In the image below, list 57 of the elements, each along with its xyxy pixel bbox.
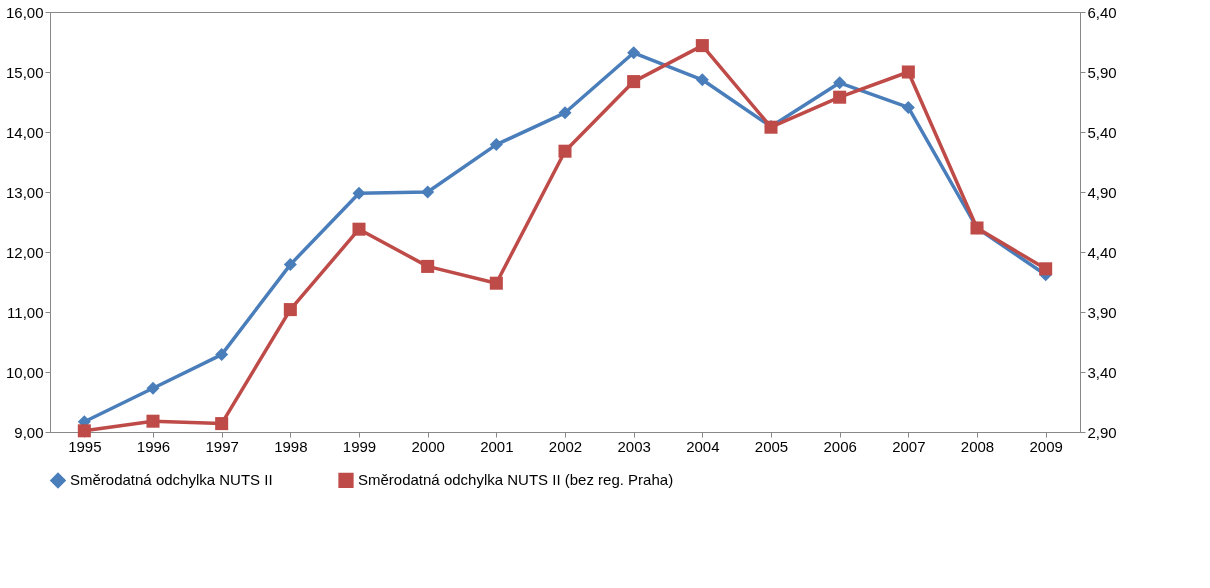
legend-label: Směrodatná odchylka NUTS II [70, 471, 273, 489]
legend-label: Směrodatná odchylka NUTS II (bez reg. Praha) [358, 471, 674, 489]
y2-tick-label: 3,90 [1087, 303, 1117, 321]
x-tick-label: 2003 [617, 437, 651, 455]
x-tick-label: 2005 [754, 437, 789, 455]
point [833, 90, 847, 104]
y2-tick-label: 6,40 [1087, 3, 1117, 21]
y-tick-label: 11,00 [7, 303, 44, 321]
point [627, 46, 641, 60]
y-tick-label: 14,00 [5, 123, 44, 141]
y2-tick-label: 3,40 [1087, 363, 1117, 381]
y-tick-label: 10,00 [5, 363, 44, 381]
y-tick-label: 16,00 [5, 3, 44, 21]
point [421, 259, 435, 273]
y-tick-label: 15,00 [5, 63, 44, 81]
y2-tick-label: 2,90 [1087, 423, 1117, 441]
x-tick-label: 1999 [342, 437, 377, 455]
x-tick-label: 1997 [205, 437, 239, 455]
x-tick-label: 2002 [548, 437, 583, 455]
point [421, 185, 435, 199]
point [215, 348, 229, 362]
x-tick-label: 1996 [136, 437, 171, 455]
y-tick-label: 12,00 [5, 243, 44, 261]
point [695, 73, 709, 87]
y-tick-label: 13,00 [5, 183, 44, 201]
x-tick-label: 2001 [480, 437, 514, 455]
point [695, 39, 709, 53]
point [352, 186, 366, 200]
y2-tick-label: 4,90 [1087, 183, 1117, 201]
y2-tick-label: 5,40 [1087, 123, 1117, 141]
y2-tick-label: 4,40 [1087, 243, 1117, 261]
point [283, 258, 297, 272]
x-tick-label: 2006 [823, 437, 857, 455]
point [146, 381, 160, 395]
point [833, 76, 847, 90]
x-tick-label: 2000 [411, 437, 445, 455]
x-tick-label: 2007 [892, 437, 926, 455]
point [77, 424, 91, 438]
point [901, 65, 915, 79]
point [146, 414, 160, 428]
x-tick-label: 2008 [960, 437, 995, 455]
point [901, 100, 915, 114]
x-tick-label: 2009 [1029, 437, 1063, 455]
point [627, 75, 641, 89]
point [215, 417, 229, 431]
point [558, 106, 572, 120]
y-tick-label: 9,00 [14, 423, 44, 441]
x-tick-label: 2004 [686, 437, 720, 455]
point [1039, 262, 1053, 276]
point [489, 276, 503, 290]
point [283, 303, 297, 317]
point [558, 144, 572, 158]
point [352, 222, 366, 236]
point [489, 138, 503, 152]
y2-tick-label: 5,90 [1087, 63, 1117, 81]
x-tick-label: 1995 [68, 437, 102, 455]
x-tick-label: 1998 [274, 437, 308, 455]
